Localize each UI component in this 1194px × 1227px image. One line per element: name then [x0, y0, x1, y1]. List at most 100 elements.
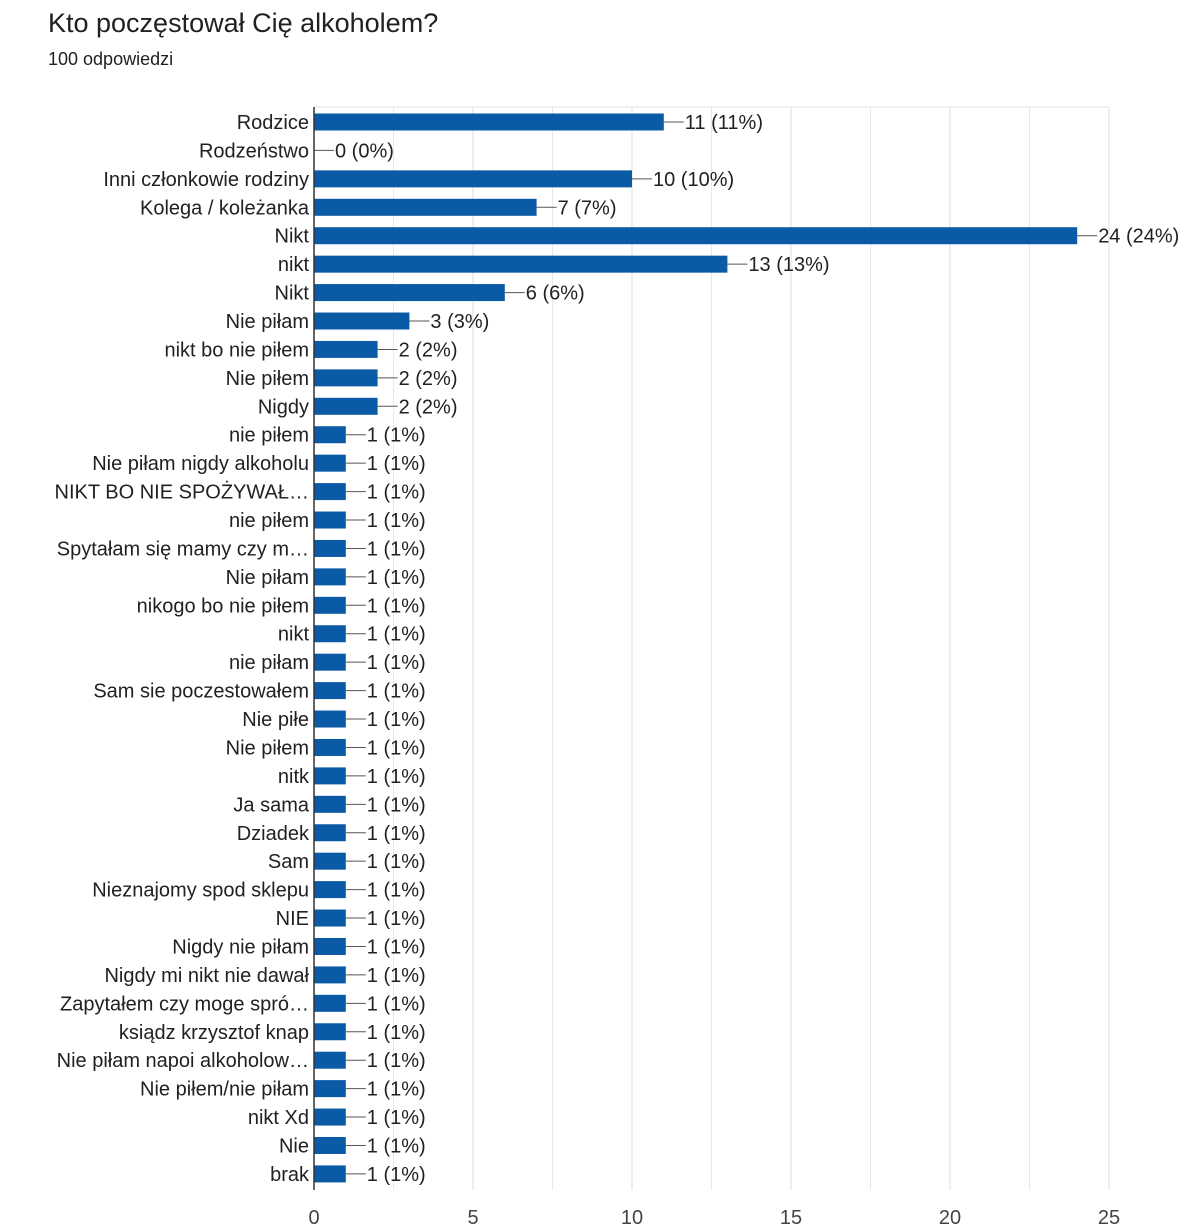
bar: [314, 710, 346, 728]
bar: [314, 1165, 346, 1183]
category-label: Nieznajomy spod sklepu: [92, 880, 309, 902]
x-axis-ticks: 0 5 10 15 20 25: [308, 1207, 1120, 1227]
x-tick-label: 20: [939, 1207, 961, 1227]
category-label: Nie piłem: [226, 368, 309, 390]
x-tick-label: 15: [780, 1207, 802, 1227]
chart-title: Kto poczęstował Cię alkoholem?: [48, 8, 439, 38]
bar: [314, 625, 346, 643]
category-label: Nie piłam: [226, 311, 309, 333]
data-label: 1 (1%): [367, 851, 426, 873]
bar: [314, 170, 632, 188]
data-label: 1 (1%): [367, 709, 426, 731]
bar: [314, 1051, 346, 1069]
data-label: 1 (1%): [367, 1135, 426, 1157]
data-label: 6 (6%): [526, 283, 585, 305]
category-label: nikt bo nie piłem: [164, 339, 309, 361]
x-tick-label: 25: [1098, 1207, 1120, 1227]
bar: [314, 881, 346, 899]
bar: [314, 511, 346, 529]
bar: [314, 966, 346, 984]
bar: [314, 824, 346, 842]
bar: [314, 767, 346, 785]
category-label: Nie piłam: [226, 567, 309, 589]
data-label: 1 (1%): [367, 595, 426, 617]
x-tick-label: 10: [621, 1207, 643, 1227]
bar: [314, 483, 346, 501]
category-label: NIE: [276, 908, 309, 930]
category-label: Dziadek: [237, 823, 310, 845]
data-label: 1 (1%): [367, 453, 426, 475]
category-label: nikt: [278, 624, 310, 646]
data-label: 2 (2%): [399, 339, 458, 361]
bar: [314, 454, 346, 472]
bar: [314, 340, 378, 358]
category-label: Nie piłem/nie piłam: [140, 1079, 309, 1101]
data-label: 1 (1%): [367, 1079, 426, 1101]
bar: [314, 937, 346, 955]
category-label: nie piłem: [229, 425, 309, 447]
data-label: 1 (1%): [367, 766, 426, 788]
bar: [314, 284, 505, 302]
data-label: 24 (24%): [1098, 226, 1179, 248]
data-label: 1 (1%): [367, 681, 426, 703]
category-label: Rodzeństwo: [199, 140, 309, 162]
category-label: nie piłem: [229, 510, 309, 532]
category-label: Rodzice: [237, 112, 309, 134]
data-label: 1 (1%): [367, 652, 426, 674]
bar: [314, 795, 346, 813]
data-label: 1 (1%): [367, 567, 426, 589]
bar: [314, 994, 346, 1012]
bar: [314, 653, 346, 671]
category-label: Nie: [279, 1135, 309, 1157]
bar: [314, 682, 346, 700]
category-label: nikt Xd: [248, 1107, 309, 1129]
bar: [314, 568, 346, 586]
bar: [314, 198, 537, 216]
data-label: 1 (1%): [367, 538, 426, 560]
bar: [314, 1108, 346, 1126]
category-label: brak: [270, 1164, 310, 1186]
category-label: Zapytałem czy moge spró…: [60, 993, 309, 1015]
bar: [314, 596, 346, 614]
data-label: 7 (7%): [558, 197, 617, 219]
data-label: 13 (13%): [748, 254, 829, 276]
category-label: nie piłam: [229, 652, 309, 674]
category-label: Nigdy nie piłam: [172, 936, 309, 958]
bar: [314, 1136, 346, 1154]
category-label: Kolega / koleżanka: [140, 197, 310, 219]
bar: [314, 738, 346, 756]
data-label: 10 (10%): [653, 169, 734, 191]
data-label: 1 (1%): [367, 1107, 426, 1129]
bar: [314, 539, 346, 557]
data-label: 1 (1%): [367, 1050, 426, 1072]
category-label: nikt: [278, 254, 310, 276]
bars: [314, 113, 1078, 1183]
category-label: nikogo bo nie piłem: [137, 595, 309, 617]
category-label: Sam sie poczestowałem: [93, 681, 309, 703]
response-count: 100 odpowiedzi: [48, 49, 174, 69]
bar: [314, 255, 728, 273]
data-label: 1 (1%): [367, 880, 426, 902]
data-label: 1 (1%): [367, 965, 426, 987]
category-label: Spytałam się mamy czy m…: [57, 538, 309, 560]
category-label: Nie piłam napoi alkoholow…: [57, 1050, 309, 1072]
category-label: Ja sama: [233, 794, 309, 816]
data-label: 0 (0%): [335, 140, 394, 162]
data-label: 2 (2%): [399, 368, 458, 390]
x-tick-label: 5: [467, 1207, 478, 1227]
bar: [314, 397, 378, 415]
data-label: 1 (1%): [367, 737, 426, 759]
category-label: Nikt: [275, 226, 310, 248]
bar: [314, 227, 1078, 245]
bar: [314, 1080, 346, 1098]
category-label: ksiądz krzysztof knap: [119, 1022, 309, 1044]
gridlines: [314, 106, 1110, 1190]
data-label: 1 (1%): [367, 425, 426, 447]
category-label: Nikt: [275, 283, 310, 305]
category-label: NIKT BO NIE SPOŻYWAŁ…: [55, 481, 310, 504]
data-label: 11 (11%): [685, 112, 763, 134]
data-label: 1 (1%): [367, 936, 426, 958]
bar: [314, 852, 346, 870]
category-label: Nie piłem: [226, 737, 309, 759]
